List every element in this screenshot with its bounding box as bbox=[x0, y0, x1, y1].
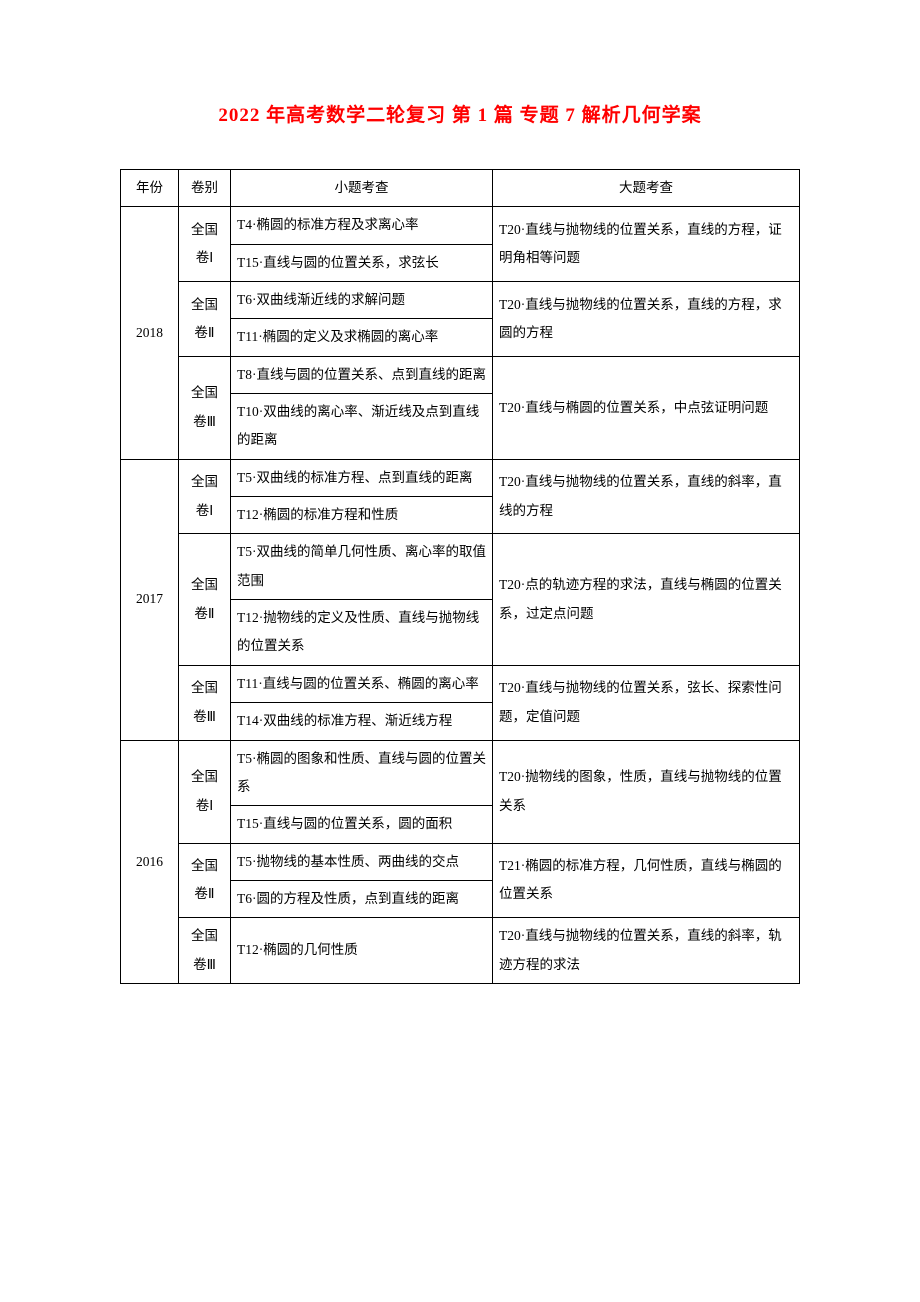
cell-small: T5·抛物线的基本性质、两曲线的交点 bbox=[231, 843, 493, 880]
table-row: 全国卷ⅡT5·双曲线的简单几何性质、离心率的取值范围T20·点的轨迹方程的求法，… bbox=[121, 534, 800, 600]
cell-small: T11·椭圆的定义及求椭圆的离心率 bbox=[231, 319, 493, 356]
cell-small: T12·抛物线的定义及性质、直线与抛物线的位置关系 bbox=[231, 600, 493, 666]
table-row: 全国卷ⅡT5·抛物线的基本性质、两曲线的交点T21·椭圆的标准方程，几何性质，直… bbox=[121, 843, 800, 880]
cell-big: T20·直线与抛物线的位置关系，弦长、探索性问题，定值问题 bbox=[493, 665, 800, 740]
cell-small: T5·椭圆的图象和性质、直线与圆的位置关系 bbox=[231, 740, 493, 806]
cell-vol: 全国卷Ⅲ bbox=[179, 918, 231, 984]
cell-vol: 全国卷Ⅲ bbox=[179, 665, 231, 740]
cell-year: 2016 bbox=[121, 740, 179, 983]
cell-big: T20·直线与抛物线的位置关系，直线的方程，证明角相等问题 bbox=[493, 207, 800, 282]
cell-small: T14·双曲线的标准方程、渐近线方程 bbox=[231, 703, 493, 740]
cell-vol: 全国卷Ⅱ bbox=[179, 282, 231, 357]
cell-small: T5·双曲线的标准方程、点到直线的距离 bbox=[231, 459, 493, 496]
col-year-header: 年份 bbox=[121, 170, 179, 207]
cell-big: T21·椭圆的标准方程，几何性质，直线与椭圆的位置关系 bbox=[493, 843, 800, 918]
cell-small: T8·直线与圆的位置关系、点到直线的距离 bbox=[231, 356, 493, 393]
cell-big: T20·直线与抛物线的位置关系，直线的斜率，轨迹方程的求法 bbox=[493, 918, 800, 984]
cell-big: T20·直线与抛物线的位置关系，直线的斜率，直线的方程 bbox=[493, 459, 800, 534]
col-small-header: 小题考查 bbox=[231, 170, 493, 207]
cell-small: T10·双曲线的离心率、渐近线及点到直线的距离 bbox=[231, 394, 493, 460]
exam-table: 年份 卷别 小题考查 大题考查 2018全国卷ⅠT4·椭圆的标准方程及求离心率T… bbox=[120, 169, 800, 984]
table-row: 全国卷ⅢT12·椭圆的几何性质T20·直线与抛物线的位置关系，直线的斜率，轨迹方… bbox=[121, 918, 800, 984]
table-row: 全国卷ⅢT8·直线与圆的位置关系、点到直线的距离T20·直线与椭圆的位置关系，中… bbox=[121, 356, 800, 393]
col-vol-header: 卷别 bbox=[179, 170, 231, 207]
cell-year: 2018 bbox=[121, 207, 179, 459]
cell-vol: 全国卷Ⅰ bbox=[179, 459, 231, 534]
cell-vol: 全国卷Ⅱ bbox=[179, 843, 231, 918]
cell-big: T20·抛物线的图象，性质，直线与抛物线的位置关系 bbox=[493, 740, 800, 843]
page-title: 2022 年高考数学二轮复习 第 1 篇 专题 7 解析几何学案 bbox=[120, 100, 800, 127]
col-big-header: 大题考查 bbox=[493, 170, 800, 207]
cell-small: T12·椭圆的标准方程和性质 bbox=[231, 497, 493, 534]
cell-vol: 全国卷Ⅰ bbox=[179, 207, 231, 282]
cell-vol: 全国卷Ⅱ bbox=[179, 534, 231, 665]
cell-small: T15·直线与圆的位置关系，求弦长 bbox=[231, 244, 493, 281]
table-body: 年份 卷别 小题考查 大题考查 2018全国卷ⅠT4·椭圆的标准方程及求离心率T… bbox=[121, 170, 800, 984]
cell-small: T11·直线与圆的位置关系、椭圆的离心率 bbox=[231, 665, 493, 702]
cell-small: T6·双曲线渐近线的求解问题 bbox=[231, 282, 493, 319]
cell-small: T5·双曲线的简单几何性质、离心率的取值范围 bbox=[231, 534, 493, 600]
table-row: 全国卷ⅢT11·直线与圆的位置关系、椭圆的离心率T20·直线与抛物线的位置关系，… bbox=[121, 665, 800, 702]
table-row: 全国卷ⅡT6·双曲线渐近线的求解问题T20·直线与抛物线的位置关系，直线的方程，… bbox=[121, 282, 800, 319]
cell-big: T20·点的轨迹方程的求法，直线与椭圆的位置关系，过定点问题 bbox=[493, 534, 800, 665]
cell-big: T20·直线与抛物线的位置关系，直线的方程，求圆的方程 bbox=[493, 282, 800, 357]
cell-vol: 全国卷Ⅲ bbox=[179, 356, 231, 459]
cell-small: T12·椭圆的几何性质 bbox=[231, 918, 493, 984]
table-row: 2018全国卷ⅠT4·椭圆的标准方程及求离心率T20·直线与抛物线的位置关系，直… bbox=[121, 207, 800, 244]
cell-vol: 全国卷Ⅰ bbox=[179, 740, 231, 843]
cell-small: T15·直线与圆的位置关系，圆的面积 bbox=[231, 806, 493, 843]
table-row: 2016全国卷ⅠT5·椭圆的图象和性质、直线与圆的位置关系T20·抛物线的图象，… bbox=[121, 740, 800, 806]
cell-small: T4·椭圆的标准方程及求离心率 bbox=[231, 207, 493, 244]
cell-small: T6·圆的方程及性质，点到直线的距离 bbox=[231, 880, 493, 917]
page: 2022 年高考数学二轮复习 第 1 篇 专题 7 解析几何学案 年份 卷别 小… bbox=[0, 0, 920, 1302]
cell-year: 2017 bbox=[121, 459, 179, 740]
table-header-row: 年份 卷别 小题考查 大题考查 bbox=[121, 170, 800, 207]
table-row: 2017全国卷ⅠT5·双曲线的标准方程、点到直线的距离T20·直线与抛物线的位置… bbox=[121, 459, 800, 496]
cell-big: T20·直线与椭圆的位置关系，中点弦证明问题 bbox=[493, 356, 800, 459]
